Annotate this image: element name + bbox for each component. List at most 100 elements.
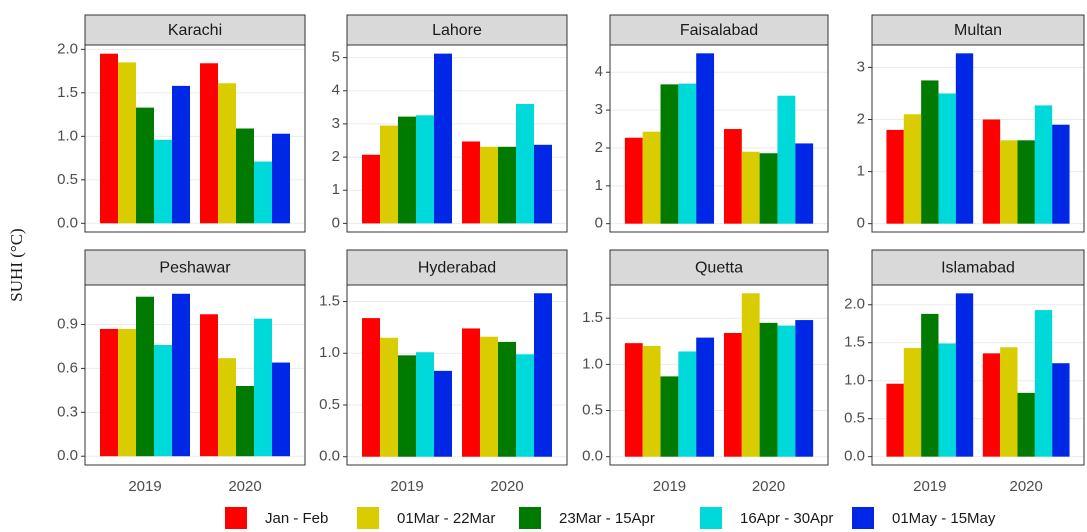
panel-border bbox=[346, 44, 568, 233]
bar bbox=[921, 313, 939, 457]
legend-key bbox=[852, 507, 874, 529]
strip-title: Hyderabad bbox=[418, 260, 496, 277]
y-tick-label: 0.0 bbox=[319, 448, 340, 465]
y-tick-label: 0.5 bbox=[582, 402, 603, 419]
legend-key bbox=[357, 507, 379, 529]
legend-label: 01Mar - 22Mar bbox=[397, 510, 495, 527]
bar bbox=[218, 83, 236, 224]
x-tick-label: 2020 bbox=[490, 478, 523, 495]
bar bbox=[886, 383, 904, 457]
bar bbox=[462, 141, 480, 224]
panel-border bbox=[84, 284, 306, 466]
y-tick-label: 2 bbox=[332, 148, 340, 165]
bar bbox=[200, 314, 218, 457]
strip-title: Lahore bbox=[432, 22, 482, 39]
y-tick-label: 0 bbox=[857, 215, 865, 232]
bar bbox=[660, 376, 679, 457]
bar bbox=[362, 318, 380, 457]
bar bbox=[1052, 363, 1070, 457]
bar bbox=[795, 143, 814, 224]
bar bbox=[362, 154, 380, 224]
bar bbox=[534, 293, 552, 457]
strip bbox=[84, 14, 306, 46]
y-tick-label: 5 bbox=[332, 49, 340, 66]
bar bbox=[100, 53, 118, 224]
strip-title: Faisalabad bbox=[680, 22, 758, 39]
y-tick-label: 0.0 bbox=[57, 214, 78, 231]
y-tick-label: 1 bbox=[595, 177, 603, 194]
bar bbox=[416, 352, 434, 457]
panel-border bbox=[871, 284, 1085, 466]
bar bbox=[272, 362, 290, 457]
y-axis-label: SUHI (°C) bbox=[7, 228, 26, 301]
strip-title: Islamabad bbox=[941, 260, 1015, 277]
bar bbox=[1034, 310, 1053, 457]
legend-label: 16Apr - 30Apr bbox=[740, 510, 833, 527]
bar bbox=[416, 115, 434, 224]
bar bbox=[741, 151, 760, 224]
bar bbox=[380, 125, 398, 224]
y-tick-label: 1.0 bbox=[57, 127, 78, 144]
y-tick-label: 1.5 bbox=[582, 309, 603, 326]
bar bbox=[1000, 347, 1018, 457]
strip-title: Multan bbox=[954, 22, 1002, 39]
y-tick-label: 3 bbox=[595, 101, 603, 118]
x-tick-label: 2019 bbox=[653, 478, 686, 495]
bar bbox=[236, 128, 254, 224]
bar bbox=[921, 80, 939, 224]
y-tick-label: 1 bbox=[332, 181, 340, 198]
panel-border bbox=[346, 284, 568, 466]
bar bbox=[678, 351, 697, 457]
bar bbox=[172, 85, 190, 224]
bar bbox=[696, 53, 715, 224]
panel-border bbox=[609, 284, 829, 466]
x-tick-label: 2020 bbox=[228, 478, 261, 495]
legend-key bbox=[225, 507, 247, 529]
bar bbox=[100, 328, 118, 457]
bar bbox=[795, 320, 814, 457]
strip bbox=[84, 249, 306, 286]
bar bbox=[172, 293, 190, 457]
legend-label: 23Mar - 15Apr bbox=[559, 510, 655, 527]
bar bbox=[136, 296, 154, 457]
y-tick-label: 0.5 bbox=[57, 171, 78, 188]
bar bbox=[434, 370, 452, 457]
y-tick-label: 1.5 bbox=[844, 334, 865, 351]
bar bbox=[272, 133, 290, 224]
y-tick-label: 0.3 bbox=[57, 403, 78, 420]
bar bbox=[678, 83, 697, 224]
y-tick-label: 1 bbox=[857, 163, 865, 180]
legend-key bbox=[700, 507, 722, 529]
y-tick-label: 1.5 bbox=[57, 84, 78, 101]
bar bbox=[982, 353, 1001, 457]
bar bbox=[1017, 140, 1035, 224]
bar bbox=[434, 53, 452, 224]
bar bbox=[398, 355, 416, 457]
y-tick-label: 3 bbox=[332, 115, 340, 132]
strip bbox=[609, 249, 829, 286]
y-tick-label: 4 bbox=[332, 82, 340, 99]
strip-title: Peshawar bbox=[159, 260, 231, 277]
bar bbox=[1017, 392, 1035, 457]
strip bbox=[609, 14, 829, 46]
bar bbox=[759, 153, 778, 224]
y-tick-label: 4 bbox=[595, 63, 603, 80]
x-tick-label: 2020 bbox=[1009, 478, 1042, 495]
y-tick-label: 0.5 bbox=[319, 396, 340, 413]
y-tick-label: 2.0 bbox=[57, 40, 78, 57]
y-tick-label: 1.0 bbox=[319, 344, 340, 361]
bar bbox=[516, 354, 534, 457]
bar bbox=[1000, 140, 1018, 224]
panel-border bbox=[871, 44, 1085, 233]
bar bbox=[696, 337, 715, 457]
bar bbox=[498, 146, 516, 224]
bar bbox=[777, 325, 796, 457]
bar bbox=[903, 348, 922, 457]
y-tick-label: 0.5 bbox=[844, 410, 865, 427]
bar bbox=[498, 341, 516, 457]
bar bbox=[380, 337, 398, 457]
y-tick-label: 2 bbox=[595, 139, 603, 156]
bar bbox=[723, 129, 742, 224]
strip bbox=[346, 249, 568, 286]
y-tick-label: 1.0 bbox=[844, 372, 865, 389]
